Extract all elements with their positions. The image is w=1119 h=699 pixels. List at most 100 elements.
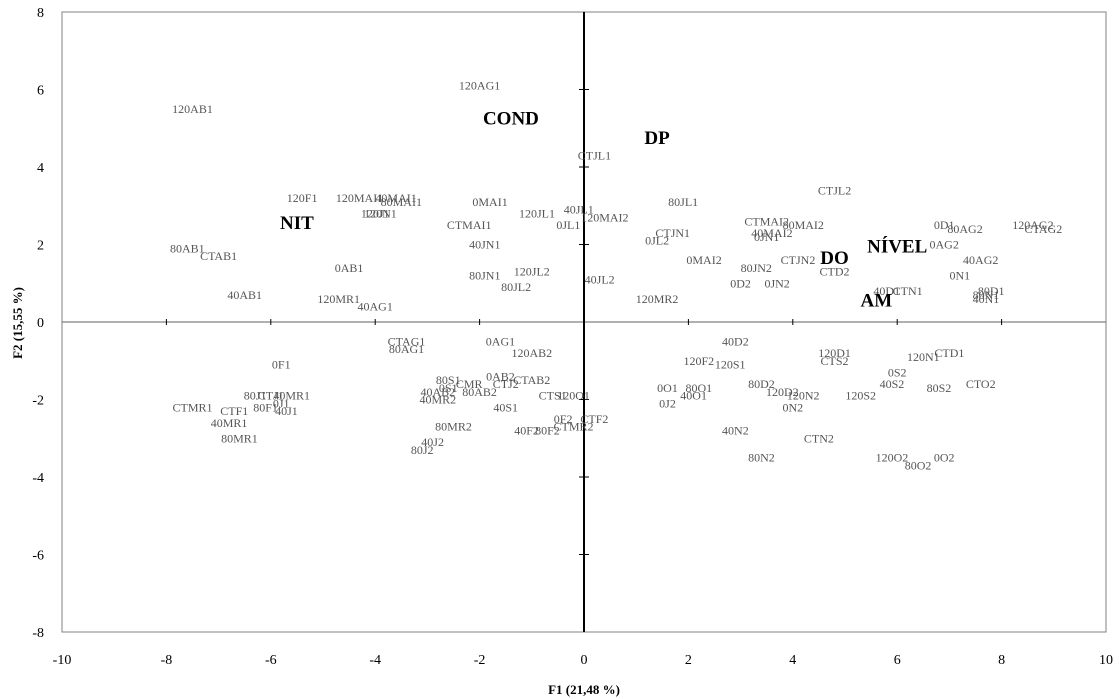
axes-layer: -10 -8 -6 -4 -2 0 2 4 6 8 10 -8 -6 -4 -2 0 2 4 6 8 [32,6,1113,668]
observation-label: 120S1 [715,358,746,372]
observation-label: CTAG1 [388,334,426,348]
observation-label: 0D1 [934,218,955,232]
observation-label: 0J2 [659,396,676,410]
observation-label: CTS2 [821,354,849,368]
observation-label: CTF1 [220,404,248,418]
x-tick-label: -6 [265,653,277,668]
observation-label: 80AB2 [462,385,497,399]
observation-label: 80JL1 [668,195,698,209]
observation-label: 40N2 [722,424,749,438]
observation-label: 80D2 [748,377,775,391]
observation-label: 120AG1 [459,79,500,93]
y-tick-label: -8 [32,626,44,641]
observation-label: 80N1 [973,288,1000,302]
observation-label: 40S1 [493,400,518,414]
x-tick-label: 2 [685,653,692,668]
variable-label: DP [644,128,670,149]
observation-label: 80F2 [535,424,560,438]
observation-label: 80AB1 [170,241,205,255]
observation-label: CTJN1 [655,226,690,240]
observation-label: 0JL1 [556,218,580,232]
observation-label: 40AB1 [227,288,262,302]
x-tick-label: 6 [894,653,901,668]
observation-label: 0AB2 [486,369,515,383]
observation-label: 40JL1 [564,203,594,217]
observation-label: 120JL1 [519,207,555,221]
observation-label: CTJL2 [818,183,851,197]
y-tick-label: -6 [32,549,44,564]
observation-label: 40MAI2 [751,226,792,240]
observation-label: CTS1 [539,389,567,403]
observation-label: CTJ1 [258,389,284,403]
observation-label: 0JN1 [754,230,779,244]
observation-label: 120F2 [683,354,714,368]
y-tick-label: 0 [37,316,44,331]
variable-label: COND [483,109,539,130]
observation-label: 0JL2 [645,234,669,248]
observation-label: 40JN1 [469,238,500,252]
observation-label: 80F1 [253,400,278,414]
observation-label: 40S2 [880,377,905,391]
y-tick-label: -4 [32,471,44,486]
x-tick-label: -4 [369,653,381,668]
observation-label: 80O2 [905,458,932,472]
x-tick-label: 4 [789,653,796,668]
observation-label: CTMAI1 [447,218,492,232]
observation-label: CTO2 [966,377,996,391]
observation-label: 0S1 [439,381,458,395]
observation-label: 0AB1 [335,261,364,275]
x-tick-label: -10 [53,653,72,668]
observation-label: CTMR2 [554,420,594,434]
observation-label: 80MAI2 [783,218,824,232]
observation-label: 120AB2 [511,346,552,360]
y-tick-label: 8 [37,6,44,21]
observation-label: 80J1 [244,389,267,403]
observation-label: 120MAI1 [336,191,383,205]
observation-label: 40AB2 [421,385,456,399]
observation-label: 0MAI2 [686,253,721,267]
observation-label: 0F2 [554,412,573,426]
observation-label: 40MR1 [273,389,310,403]
x-tick-label: 10 [1099,653,1113,668]
observation-label: 40J2 [421,435,444,449]
observation-label: CTD2 [820,265,850,279]
variable-label: NÍVEL [867,235,927,257]
observation-label: CTJ2 [493,377,519,391]
observation-label: 120O1 [557,389,590,403]
y-tick-label: 2 [37,239,44,254]
observation-label: 120D2 [766,385,799,399]
observation-label: 80MAI1 [381,195,422,209]
observation-label: 40N1 [973,292,1000,306]
x-axis-title: F1 (21,48 %) [548,682,620,697]
observation-label: 40JL2 [585,272,615,286]
observation-label: 80S1 [436,373,461,387]
x-tick-label: 8 [998,653,1005,668]
observation-label: 80JL2 [501,280,531,294]
variable-label: AM [860,291,892,312]
variable-label: NIT [280,213,314,234]
observation-label: 120F1 [287,191,318,205]
observation-label: 40AG2 [963,253,998,267]
observation-label: 40D1 [873,284,900,298]
observation-label: 120JL2 [514,265,550,279]
observation-label: CTAB1 [200,249,237,263]
observation-label: 0D2 [730,276,751,290]
y-tick-label: 6 [37,84,44,99]
observation-label: 40AG1 [358,300,393,314]
y-tick-label: -2 [32,394,44,409]
observation-label: CMR [456,377,483,391]
observation-label: 80J2 [411,443,434,457]
observation-label: 120AB1 [172,102,213,116]
observation-label: 0JN2 [764,276,789,290]
observation-label: 120N2 [787,389,820,403]
observation-label: 120J1 [361,207,390,221]
observation-label: CTJL1 [578,148,611,162]
observation-label: 80O1 [686,381,713,395]
observation-label: 0F1 [272,358,291,372]
observation-label: 0O1 [657,381,678,395]
observation-label: 120O2 [876,451,909,465]
observation-label: CTN2 [804,431,834,445]
observation-label: 40D2 [722,334,749,348]
